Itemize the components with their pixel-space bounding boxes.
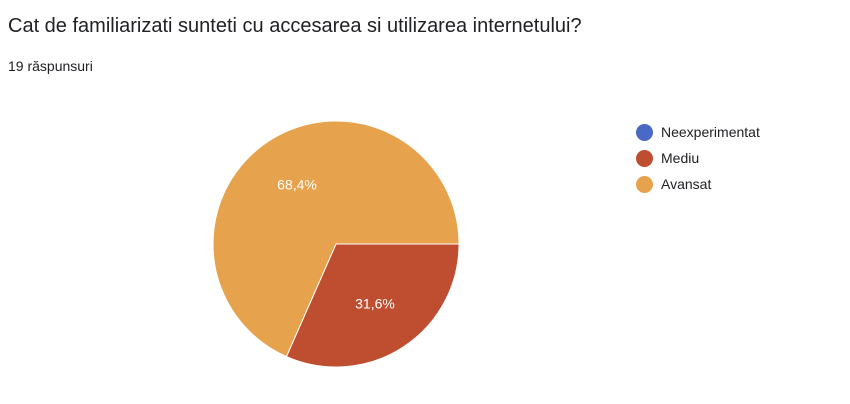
legend-label: Mediu — [661, 150, 700, 166]
slice-label-avansat: 68,4% — [277, 176, 317, 192]
pie-slice-mediu[interactable] — [285, 243, 460, 368]
legend-swatch — [636, 149, 653, 167]
legend-item-neexperimentat[interactable]: Neexperimentat — [636, 119, 760, 145]
legend-swatch — [636, 175, 653, 193]
question-title: Cat de familiarizati sunteti cu accesare… — [8, 15, 582, 37]
legend-swatch — [636, 123, 653, 141]
legend-label: Neexperimentat — [661, 124, 760, 140]
legend-label: Avansat — [661, 176, 712, 192]
slice-label-mediu: 31,6% — [355, 296, 395, 312]
legend-item-mediu[interactable]: Mediu — [636, 145, 760, 171]
pie-slice-avansat[interactable] — [212, 120, 460, 358]
response-count: 19 răspunsuri — [8, 58, 93, 74]
legend-item-avansat[interactable]: Avansat — [636, 171, 760, 197]
chart-legend: Neexperimentat Mediu Avansat — [636, 119, 760, 197]
